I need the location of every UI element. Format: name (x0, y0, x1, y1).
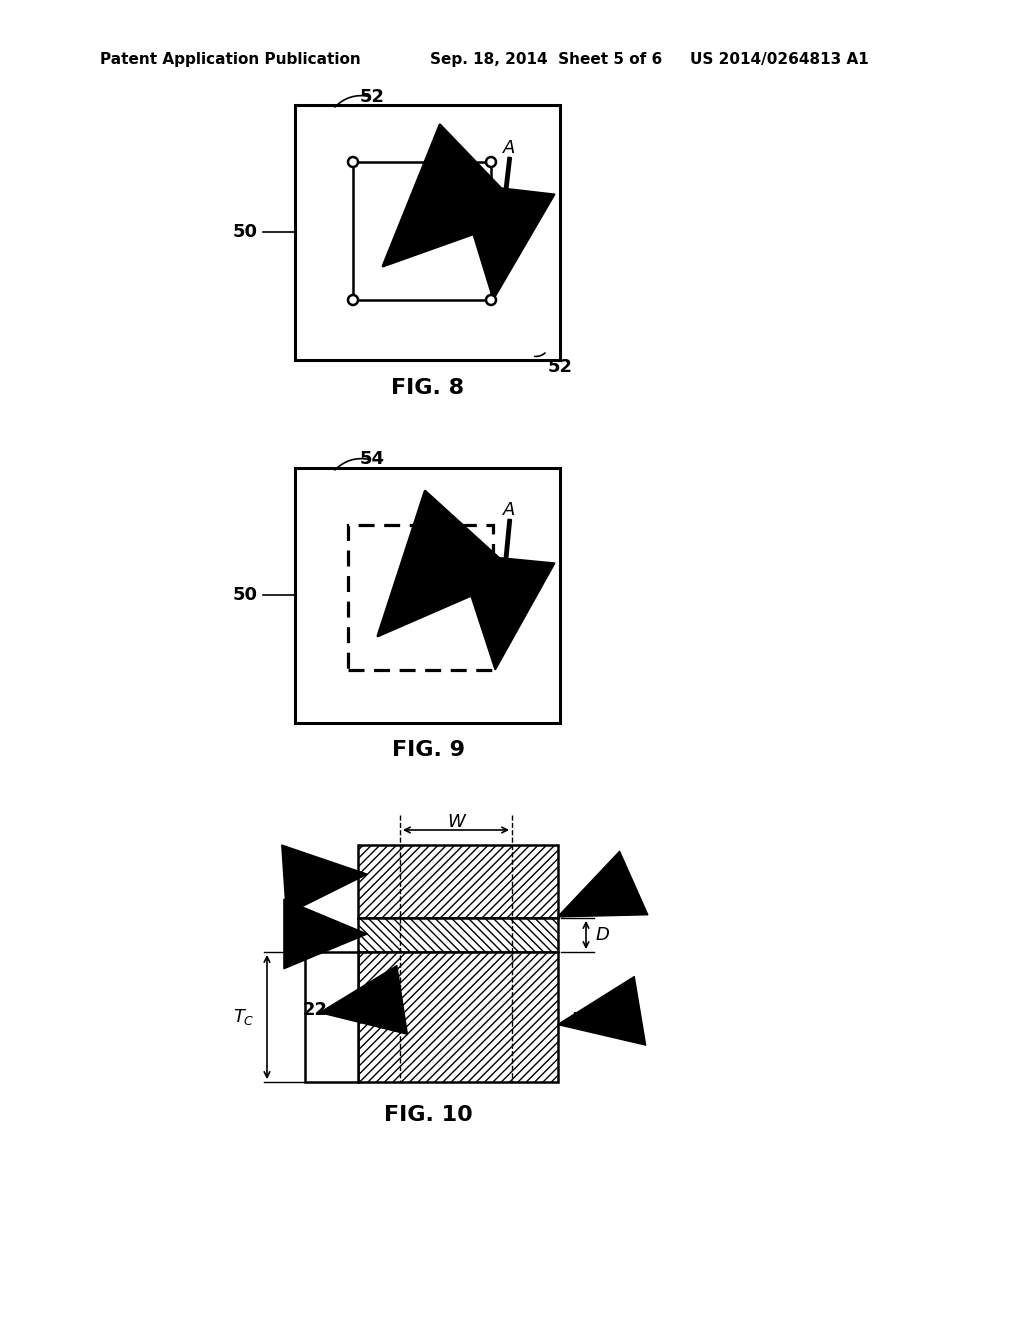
Text: Sep. 18, 2014  Sheet 5 of 6: Sep. 18, 2014 Sheet 5 of 6 (430, 51, 663, 67)
Text: FIG. 10: FIG. 10 (384, 1105, 472, 1125)
Text: 22: 22 (408, 587, 434, 607)
Circle shape (348, 157, 358, 168)
Bar (358, 952, 558, 1082)
Bar (353, 162, 490, 300)
Text: 50: 50 (233, 223, 258, 242)
Text: US 2014/0264813 A1: US 2014/0264813 A1 (690, 51, 868, 67)
Bar (295, 106, 560, 360)
Circle shape (348, 294, 358, 305)
Text: 50: 50 (233, 586, 258, 605)
Bar (358, 845, 558, 917)
Text: 52: 52 (359, 88, 384, 106)
Text: W: W (447, 813, 465, 832)
Text: FIG. 8: FIG. 8 (391, 378, 465, 399)
Text: A: A (503, 502, 515, 519)
Text: FIG. 9: FIG. 9 (391, 741, 465, 760)
Text: A: A (503, 139, 515, 157)
Text: 32: 32 (313, 925, 338, 942)
Text: 52: 52 (548, 358, 573, 376)
Text: 50: 50 (572, 1011, 597, 1030)
Text: 40: 40 (572, 899, 597, 917)
Bar (358, 917, 558, 952)
Text: 22: 22 (409, 220, 435, 242)
Circle shape (486, 157, 496, 168)
Text: 54: 54 (359, 450, 384, 469)
Circle shape (486, 294, 496, 305)
Text: 34: 34 (313, 867, 338, 884)
Text: $T_C$: $T_C$ (233, 1007, 255, 1027)
Bar (305, 952, 358, 1082)
Text: 22: 22 (303, 1001, 328, 1019)
Text: Patent Application Publication: Patent Application Publication (100, 51, 360, 67)
Bar (348, 525, 493, 671)
Bar (295, 469, 560, 723)
Text: D: D (596, 927, 610, 944)
